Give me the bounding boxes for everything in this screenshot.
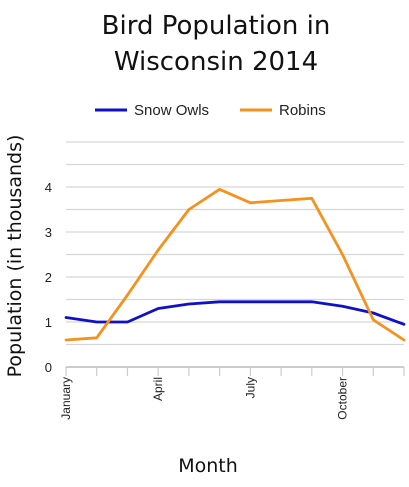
chart-title-line-2: Wisconsin 2014 bbox=[114, 47, 318, 77]
x-axis-ticks: January April July October bbox=[59, 367, 405, 420]
x-tick-label: January bbox=[59, 377, 73, 420]
legend-label: Robins bbox=[279, 102, 326, 119]
legend: Snow Owls Robins bbox=[95, 102, 326, 119]
series-line-snow-owls bbox=[64, 300, 406, 326]
y-axis-ticks: 0 1 2 3 4 bbox=[45, 180, 52, 375]
gridlines bbox=[66, 141, 404, 368]
y-tick-label: 2 bbox=[45, 270, 52, 285]
x-tick-label: October bbox=[336, 377, 350, 420]
chart-title-line-1: Bird Population in bbox=[102, 11, 331, 41]
legend-label: Snow Owls bbox=[134, 102, 209, 119]
series-line-robins bbox=[64, 187, 406, 342]
x-tick-label: July bbox=[243, 377, 257, 398]
y-tick-label: 1 bbox=[45, 315, 52, 330]
y-tick-label: 0 bbox=[45, 360, 52, 375]
x-tick-label: April bbox=[151, 377, 165, 401]
y-axis-label: Population (in thousands) bbox=[4, 135, 26, 378]
y-tick-label: 3 bbox=[45, 225, 52, 240]
x-axis-label: Month bbox=[178, 455, 238, 477]
y-tick-label: 4 bbox=[45, 180, 52, 195]
series-lines bbox=[64, 187, 406, 342]
